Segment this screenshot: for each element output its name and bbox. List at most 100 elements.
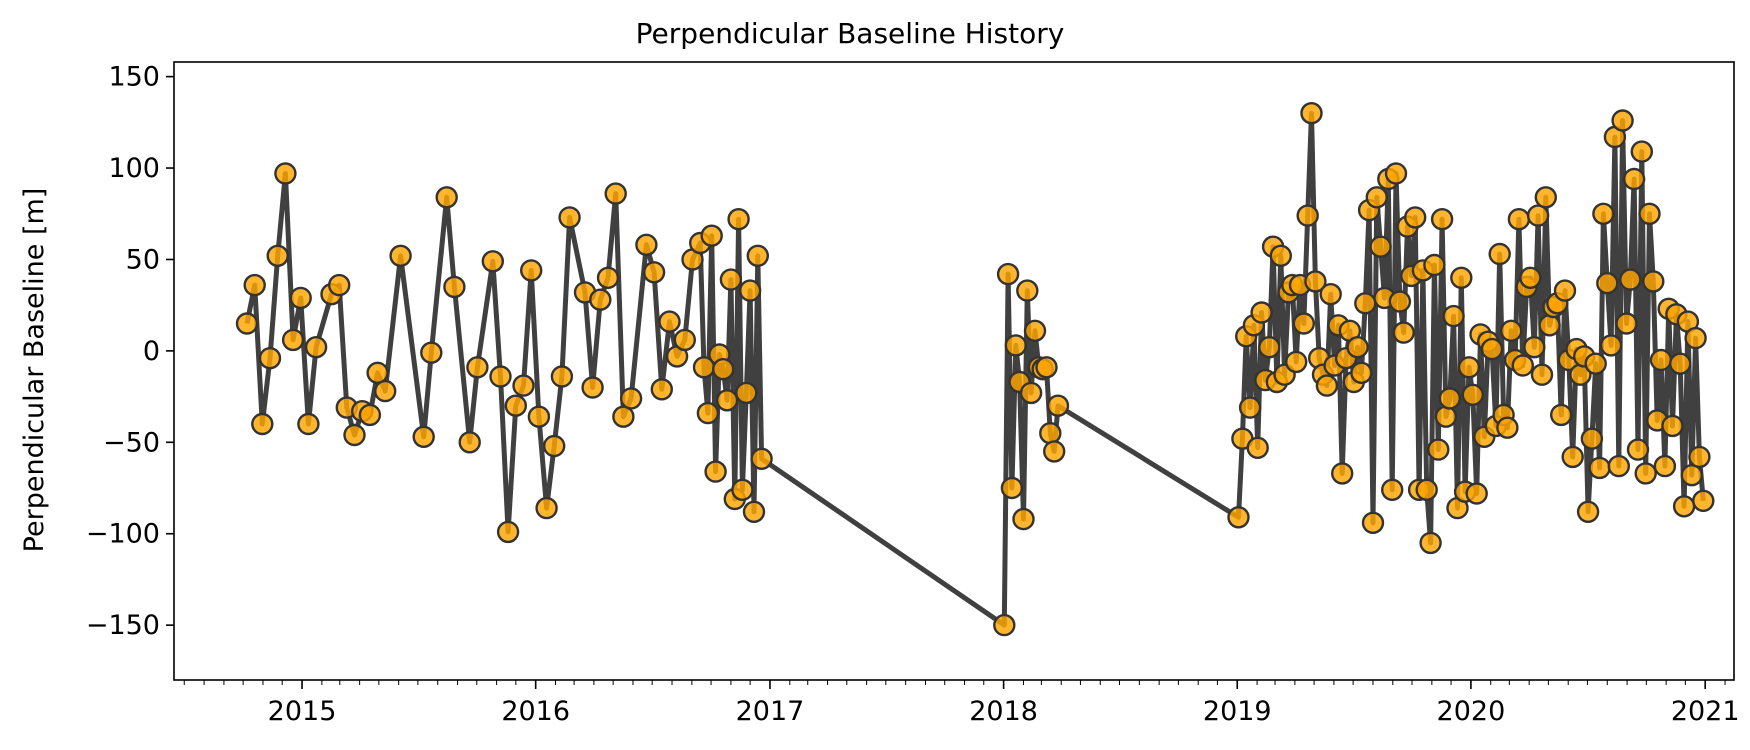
data-point <box>1292 312 1316 335</box>
data-point <box>1615 312 1638 335</box>
data-point <box>1346 336 1369 359</box>
data-point <box>1380 478 1404 501</box>
data-point <box>266 244 289 268</box>
data-point <box>1511 354 1535 377</box>
data-point <box>520 259 543 282</box>
data-point <box>1680 464 1704 487</box>
data-point <box>1638 202 1661 226</box>
data-point <box>1634 462 1657 485</box>
data-point <box>1438 387 1462 410</box>
y-tick-label: 100 <box>108 153 160 184</box>
data-point <box>1392 321 1415 344</box>
data-point <box>1549 403 1573 427</box>
data-point <box>642 261 666 284</box>
data-point <box>1315 374 1339 397</box>
data-point <box>304 336 328 359</box>
data-point <box>1419 531 1442 555</box>
data-point <box>731 478 754 501</box>
data-point <box>512 374 535 397</box>
data-point <box>1384 162 1408 185</box>
data-point <box>1004 334 1027 357</box>
data-point <box>1599 334 1623 357</box>
data-point <box>481 250 504 273</box>
data-point <box>700 224 723 247</box>
x-tick-label: 2018 <box>969 696 1038 727</box>
data-point <box>543 434 566 458</box>
data-point <box>504 394 527 417</box>
data-point <box>1622 167 1646 191</box>
data-point <box>738 279 762 302</box>
data-point <box>1592 202 1615 226</box>
data-point <box>589 288 612 311</box>
data-point <box>550 365 574 388</box>
data-point <box>1019 381 1043 405</box>
data-point <box>1576 500 1600 523</box>
data-point <box>1561 445 1584 469</box>
data-point <box>673 328 696 352</box>
data-point <box>1596 272 1619 295</box>
chart-title: Perpendicular Baseline History <box>636 17 1065 50</box>
data-point <box>1553 279 1577 302</box>
y-tick-label: 50 <box>126 244 160 275</box>
data-point <box>258 347 282 370</box>
data-point <box>1042 440 1066 463</box>
data-point <box>289 286 312 310</box>
data-point <box>1354 292 1377 315</box>
data-point <box>1630 140 1654 163</box>
data-point <box>1427 438 1450 461</box>
data-point <box>251 412 274 436</box>
data-point <box>1415 478 1438 501</box>
x-tick-label: 2015 <box>268 696 337 727</box>
data-point <box>1530 363 1554 386</box>
data-point <box>412 425 435 448</box>
data-point <box>297 412 320 436</box>
data-point <box>612 405 635 428</box>
data-point <box>435 186 458 209</box>
data-point <box>358 403 382 427</box>
data-point <box>1361 511 1385 534</box>
data-point <box>496 520 520 544</box>
data-point <box>1461 383 1485 406</box>
data-point <box>1304 270 1327 293</box>
data-point <box>443 275 466 299</box>
data-point <box>1434 405 1458 428</box>
data-point <box>658 310 681 333</box>
data-point <box>581 376 604 399</box>
data-point <box>619 387 643 410</box>
data-point <box>1296 204 1319 227</box>
data-point <box>735 381 758 405</box>
data-point <box>535 496 558 520</box>
data-point <box>1526 204 1550 227</box>
data-point <box>1684 326 1707 350</box>
data-point <box>1284 350 1308 374</box>
data-point <box>993 613 1016 637</box>
data-point <box>596 266 620 289</box>
data-point <box>727 207 750 231</box>
data-point <box>1039 422 1062 445</box>
baseline-line <box>244 110 1706 628</box>
data-point <box>1668 352 1692 375</box>
data-point <box>489 365 512 388</box>
data-point <box>1388 290 1412 313</box>
data-point <box>1607 454 1631 478</box>
data-point <box>243 273 266 297</box>
y-tick-label: −150 <box>86 610 160 641</box>
data-point <box>1238 396 1262 419</box>
data-layer <box>235 101 1715 637</box>
data-point <box>1365 186 1389 209</box>
y-tick-label: 0 <box>143 336 160 367</box>
data-point <box>635 233 658 257</box>
x-tick-label: 2016 <box>501 696 570 727</box>
data-point <box>1430 207 1454 231</box>
data-point <box>1016 279 1039 302</box>
data-point <box>1403 206 1427 229</box>
data-point <box>742 500 766 523</box>
data-point <box>996 262 1020 286</box>
data-point <box>604 182 627 205</box>
data-point <box>1035 356 1058 379</box>
data-point <box>1250 301 1273 324</box>
data-point <box>1580 427 1604 450</box>
data-point <box>1692 489 1715 512</box>
data-point <box>1588 456 1611 480</box>
x-tick-label: 2017 <box>736 696 805 727</box>
